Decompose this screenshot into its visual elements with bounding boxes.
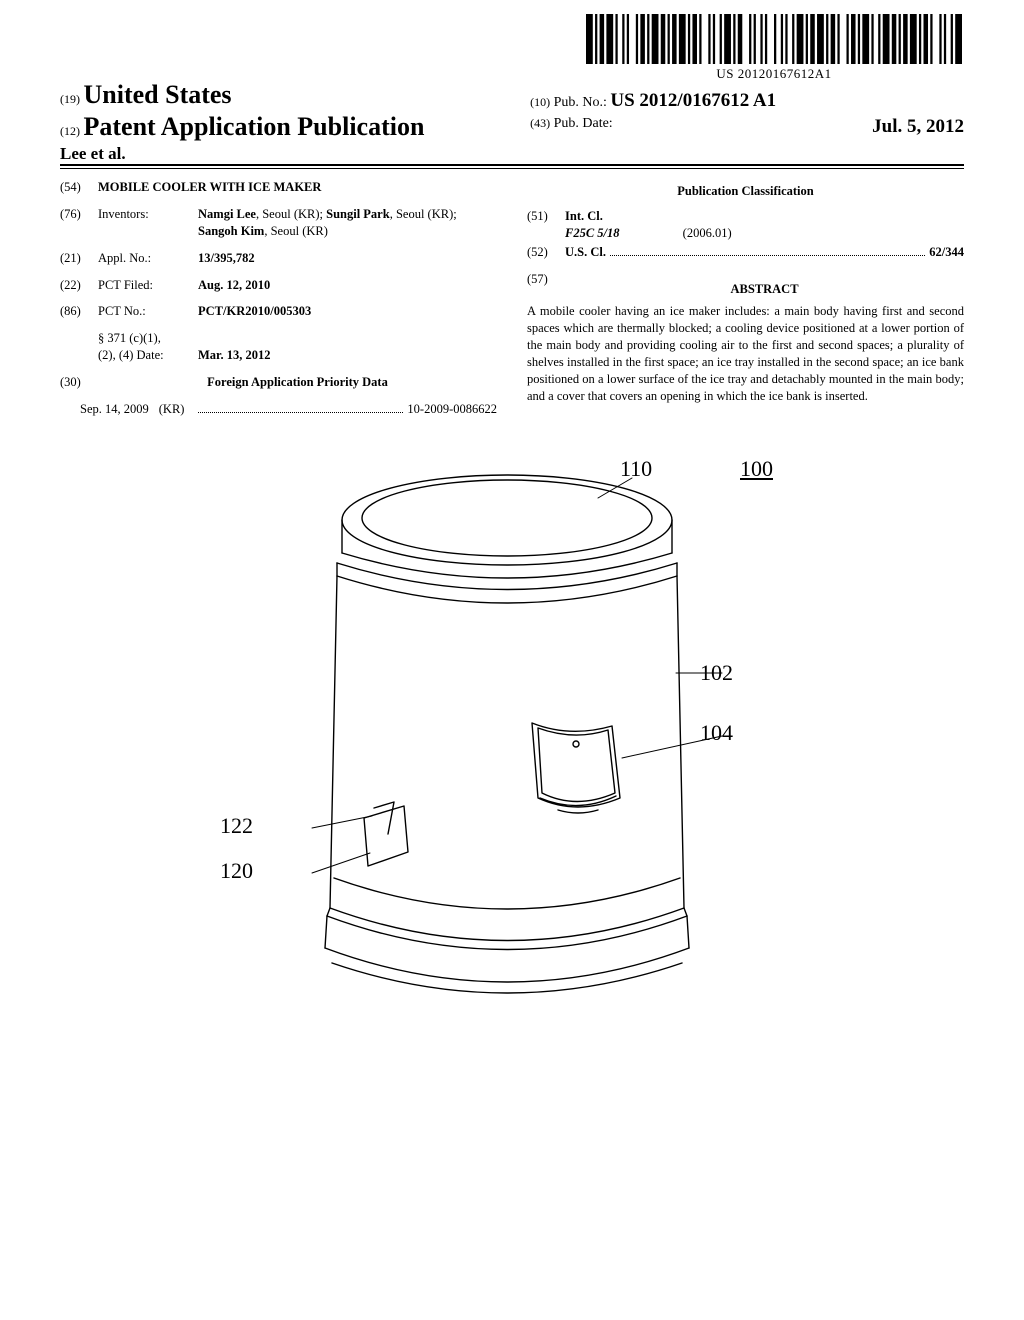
inventor-1: Namgi Lee [198,207,256,221]
pubdate-label: Pub. Date: [554,116,613,131]
pub-type-label: Patent Application Publication [84,112,425,141]
applno-value: 13/395,782 [198,251,255,265]
uscl-row: (52) U.S. Cl. 62/344 [527,244,964,261]
s371-row: § 371 (c)(1), (2), (4) Date: Mar. 13, 20… [60,330,497,364]
country: United States [84,80,232,109]
dot-leader [198,403,403,413]
inventors-value: Namgi Lee, Seoul (KR); Sungil Park, Seou… [198,206,497,240]
header-rule-thin [60,168,964,169]
inventors-code: (76) [60,206,98,240]
authors-short: Lee et al. [60,144,494,164]
header-rule-thick [60,164,964,166]
pub-type-code: (12) [60,124,80,138]
foreign-appnum: 10-2009-0086622 [407,401,497,418]
pub-date: Jul. 5, 2012 [872,116,964,138]
inventors-label: Inventors: [98,206,198,240]
s371-date: Mar. 13, 2012 [198,348,270,362]
foreign-code: (30) [60,374,98,391]
applno-row: (21) Appl. No.: 13/395,782 [60,250,497,267]
pctno-code: (86) [60,303,98,320]
foreign-country: (KR) [159,401,185,418]
foreign-head-row: (30) Foreign Application Priority Data [60,374,497,391]
pub-number-line: (10) Pub. No.: US 2012/0167612 A1 [530,90,964,112]
pctfiled-row: (22) PCT Filed: Aug. 12, 2010 [60,277,497,294]
callout-120: 120 [220,858,253,884]
callout-110: 110 [620,456,652,482]
pubno-code: (10) [530,95,550,109]
s371-label: § 371 (c)(1), (2), (4) Date: [98,330,198,364]
pctno-row: (86) PCT No.: PCT/KR2010/005303 [60,303,497,320]
biblio-columns: (54) MOBILE COOLER WITH ICE MAKER (76) I… [60,179,964,418]
uscl-value: 62/344 [929,244,964,261]
pctfiled-value: Aug. 12, 2010 [198,278,270,292]
abstract-head-row: (57) ABSTRACT [527,271,964,304]
abstract-code: (57) [527,271,565,304]
intcl-year: (2006.01) [683,226,732,240]
pctfiled-code: (22) [60,277,98,294]
barcode-number: US 20120167612A1 [584,66,964,82]
pctfiled-label: PCT Filed: [98,277,198,294]
abstract-text: A mobile cooler having an ice maker incl… [527,303,964,404]
intcl-label: Int. Cl. [565,209,603,223]
callout-122: 122 [220,813,253,839]
pctno-value: PCT/KR2010/005303 [198,304,311,318]
applno-code: (21) [60,250,98,267]
barcode-block: US 20120167612A1 [584,14,964,82]
pctno-label: PCT No.: [98,303,198,320]
title-code: (54) [60,179,98,196]
applno-label: Appl. No.: [98,250,198,267]
left-column: (54) MOBILE COOLER WITH ICE MAKER (76) I… [60,179,497,418]
pub-date-line: (43) Pub. Date: Jul. 5, 2012 [530,116,964,132]
foreign-head: Foreign Application Priority Data [98,374,497,391]
pubno-label: Pub. No.: [554,95,607,110]
cooler-drawing [202,438,822,1058]
foreign-date: Sep. 14, 2009 [80,401,149,418]
pub-number: US 2012/0167612 A1 [610,90,776,111]
intcl-code: (51) [527,208,565,242]
patent-figure: 110 100 102 104 122 120 [60,438,964,1078]
right-column: Publication Classification (51) Int. Cl.… [527,179,964,418]
abstract-head: ABSTRACT [565,281,964,298]
inventor-3: Sangoh Kim [198,224,264,238]
intcl-row: (51) Int. Cl. F25C 5/18 (2006.01) [527,208,964,242]
header: (19) United States (12) Patent Applicati… [60,80,964,169]
inventor-2: Sungil Park [326,207,390,221]
inventors-row: (76) Inventors: Namgi Lee, Seoul (KR); S… [60,206,497,240]
dot-leader [610,246,925,256]
callout-100: 100 [740,456,773,482]
barcode-graphic [584,14,964,64]
uscl-label: U.S. Cl. [565,245,606,259]
country-line: (19) United States [60,80,494,110]
uscl-code: (52) [527,244,565,261]
country-code: (19) [60,92,80,106]
pub-type-line: (12) Patent Application Publication [60,112,494,142]
intcl-class: F25C 5/18 [565,226,620,240]
foreign-priority-row: Sep. 14, 2009 (KR) 10-2009-0086622 [80,401,497,418]
pubclass-head: Publication Classification [527,183,964,200]
invention-title: MOBILE COOLER WITH ICE MAKER [98,179,497,196]
callout-104: 104 [700,720,733,746]
callout-102: 102 [700,660,733,686]
title-row: (54) MOBILE COOLER WITH ICE MAKER [60,179,497,196]
pubdate-code: (43) [530,116,550,130]
